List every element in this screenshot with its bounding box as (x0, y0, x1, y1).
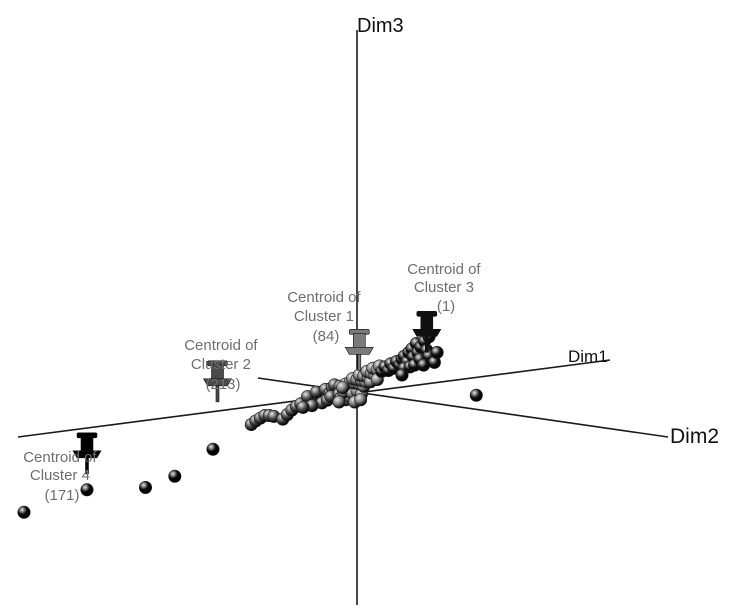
cluster-2-centroid-pin (202, 360, 233, 403)
cluster-3-annotation-line-2: Cluster 3 (414, 279, 474, 296)
cluster-2-annotation-line-1: Centroid of (184, 337, 258, 354)
cluster-1-point (332, 395, 346, 409)
cluster-1-point (354, 393, 368, 407)
cluster-4-annotation: Centroid of Cluster 4 (171) (23, 449, 101, 504)
cluster-4-annotation-line-3: (171) (44, 487, 79, 504)
axes-layer: Dim3 Dim1 Dim2 (17, 15, 719, 605)
cluster-1-annotation-line-1: Centroid of (287, 289, 361, 306)
centroid-layer (72, 310, 442, 475)
dim3-axis-label: Dim3 (357, 15, 404, 37)
cluster-1-annotation: Centroid of Cluster 1 (84) (287, 289, 365, 345)
dim2-axis-label: Dim2 (670, 425, 719, 448)
cluster-4-point (139, 480, 153, 494)
cluster-3-annotation-line-1: Centroid of (407, 261, 481, 278)
cluster-3-point (417, 358, 431, 372)
cluster-3-point (395, 368, 409, 382)
cluster-2-annotation: Centroid of Cluster 2 (213) (184, 337, 262, 393)
cluster-2-annotation-line-2: Cluster 2 (191, 356, 251, 373)
cluster-3-centroid-pin (412, 310, 442, 353)
cluster-3-annotation: Centroid of Cluster 3 (1) (407, 261, 485, 315)
cluster-2-point (296, 400, 310, 414)
cluster-2-annotation-line-3: (213) (205, 376, 240, 393)
cluster-4-annotation-line-2: Cluster 4 (30, 467, 90, 484)
cluster-4-annotation-line-1: Centroid of (23, 449, 97, 466)
cluster-1-annotation-line-2: Cluster 1 (294, 308, 354, 325)
cluster-3-annotation-line-3: (1) (437, 298, 455, 315)
cluster-1-annotation-line-3: (84) (313, 328, 340, 345)
cluster-1-centroid-pin (344, 328, 374, 371)
cluster-3-point (469, 388, 483, 402)
cluster-3-point (430, 345, 444, 359)
dim1-axis-label: Dim1 (568, 347, 608, 366)
cluster-4-centroid-pin (72, 432, 102, 475)
cluster-4-point (80, 483, 94, 497)
centroid-annotations: Centroid of Cluster 3 (1) Centroid of Cl… (23, 261, 485, 504)
cluster-4-point (168, 469, 182, 483)
cluster-1-point (336, 381, 350, 395)
cluster-4-point (17, 505, 31, 519)
cluster-4-point (206, 442, 220, 456)
